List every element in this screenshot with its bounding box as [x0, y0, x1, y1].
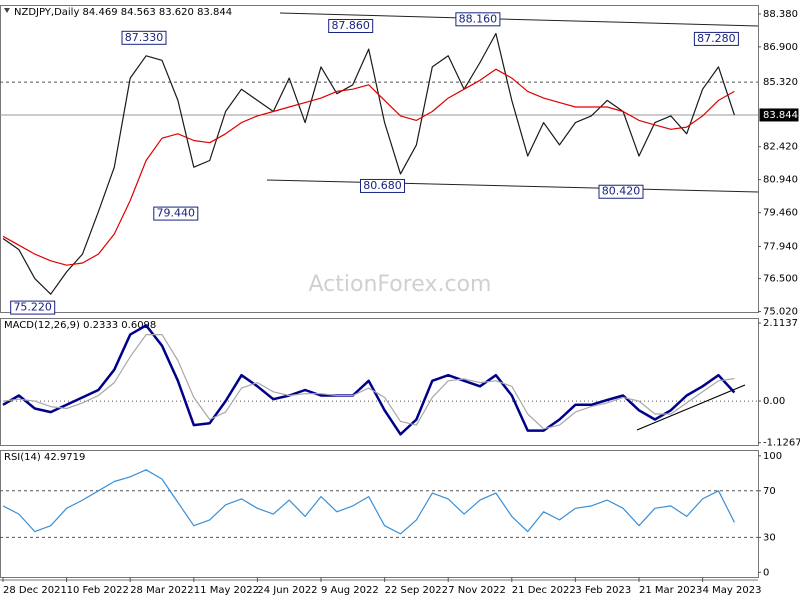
x-tick-label: 10 Feb 2022 [67, 585, 129, 596]
annotation-label: 75.220 [13, 301, 52, 314]
annotation-label: 87.860 [331, 19, 370, 32]
annotation-box [328, 18, 374, 33]
panel-frame [0, 318, 759, 446]
y-tick-label: 75.020 [763, 307, 798, 318]
annotation-box [693, 31, 739, 46]
annotation-box [153, 206, 199, 221]
series-line [2, 68, 735, 266]
series-line [2, 334, 735, 430]
annotation-label: 87.280 [697, 32, 736, 45]
y-tick-label: 30 [763, 532, 776, 543]
y-tick-label: 2.1137 [763, 318, 798, 329]
x-tick-label: 3 Feb 2023 [575, 585, 631, 596]
x-tick-label: 21 Mar 2023 [639, 585, 702, 596]
annotation-box [455, 12, 501, 27]
y-tick-label: -1.1267 [763, 438, 800, 449]
panel-title: MACD(12,26,9) 0.2333 0.6098 [4, 320, 156, 331]
panel-frame [0, 5, 759, 313]
symbol-icon [4, 8, 10, 13]
y-tick-label: 82.420 [763, 142, 798, 153]
annotation-label: 79.440 [157, 207, 196, 220]
annotation-label: 87.330 [125, 31, 164, 44]
annotation-label: 80.680 [363, 179, 402, 192]
annotation-box [121, 30, 167, 45]
x-tick-label: 28 Mar 2022 [130, 585, 193, 596]
x-tick-label: 11 May 2022 [194, 585, 259, 596]
series-line [2, 469, 735, 535]
x-tick-label: 22 Sep 2022 [385, 585, 448, 596]
y-tick-label: 76.500 [763, 274, 798, 285]
trendline [279, 12, 759, 27]
watermark: ActionForex.com [309, 272, 492, 297]
annotation-label: 88.160 [459, 12, 498, 25]
series-line [2, 32, 735, 295]
x-tick-label: 9 Aug 2022 [321, 585, 379, 596]
x-tick-label: 24 Jun 2022 [257, 585, 317, 596]
annotation-box [360, 178, 405, 193]
y-tick-label: 0 [763, 567, 769, 578]
y-tick-label: 100 [763, 451, 782, 462]
trendline [266, 179, 759, 193]
y-tick-label: 77.940 [763, 242, 798, 253]
level-label: 85.320 [763, 77, 798, 88]
trendline [636, 384, 746, 431]
level-label: 83.844 [763, 110, 798, 121]
panel-title: RSI(14) 42.9719 [4, 452, 85, 463]
panel-frame [0, 450, 759, 578]
x-tick-label: 4 May 2023 [703, 585, 762, 596]
annotation-box [10, 300, 56, 315]
y-tick-label: 88.380 [763, 9, 798, 20]
y-tick-label: 0.00 [763, 396, 785, 407]
level-label-box [760, 76, 798, 89]
x-tick-label: 21 Dec 2022 [512, 585, 576, 596]
series-line [2, 324, 736, 436]
y-tick-label: 80.940 [763, 175, 798, 186]
annotation-box [598, 184, 644, 199]
y-tick-label: 86.900 [763, 42, 798, 53]
level-label-box [759, 108, 799, 122]
y-tick-label: 79.460 [763, 208, 798, 219]
x-tick-label: 28 Dec 2021 [3, 585, 67, 596]
y-tick-label: 70 [763, 486, 776, 497]
panel-title: NZDJPY,Daily 84.469 84.563 83.620 83.844 [14, 7, 232, 18]
x-tick-label: 7 Nov 2022 [448, 585, 506, 596]
annotation-label: 80.420 [602, 185, 641, 198]
